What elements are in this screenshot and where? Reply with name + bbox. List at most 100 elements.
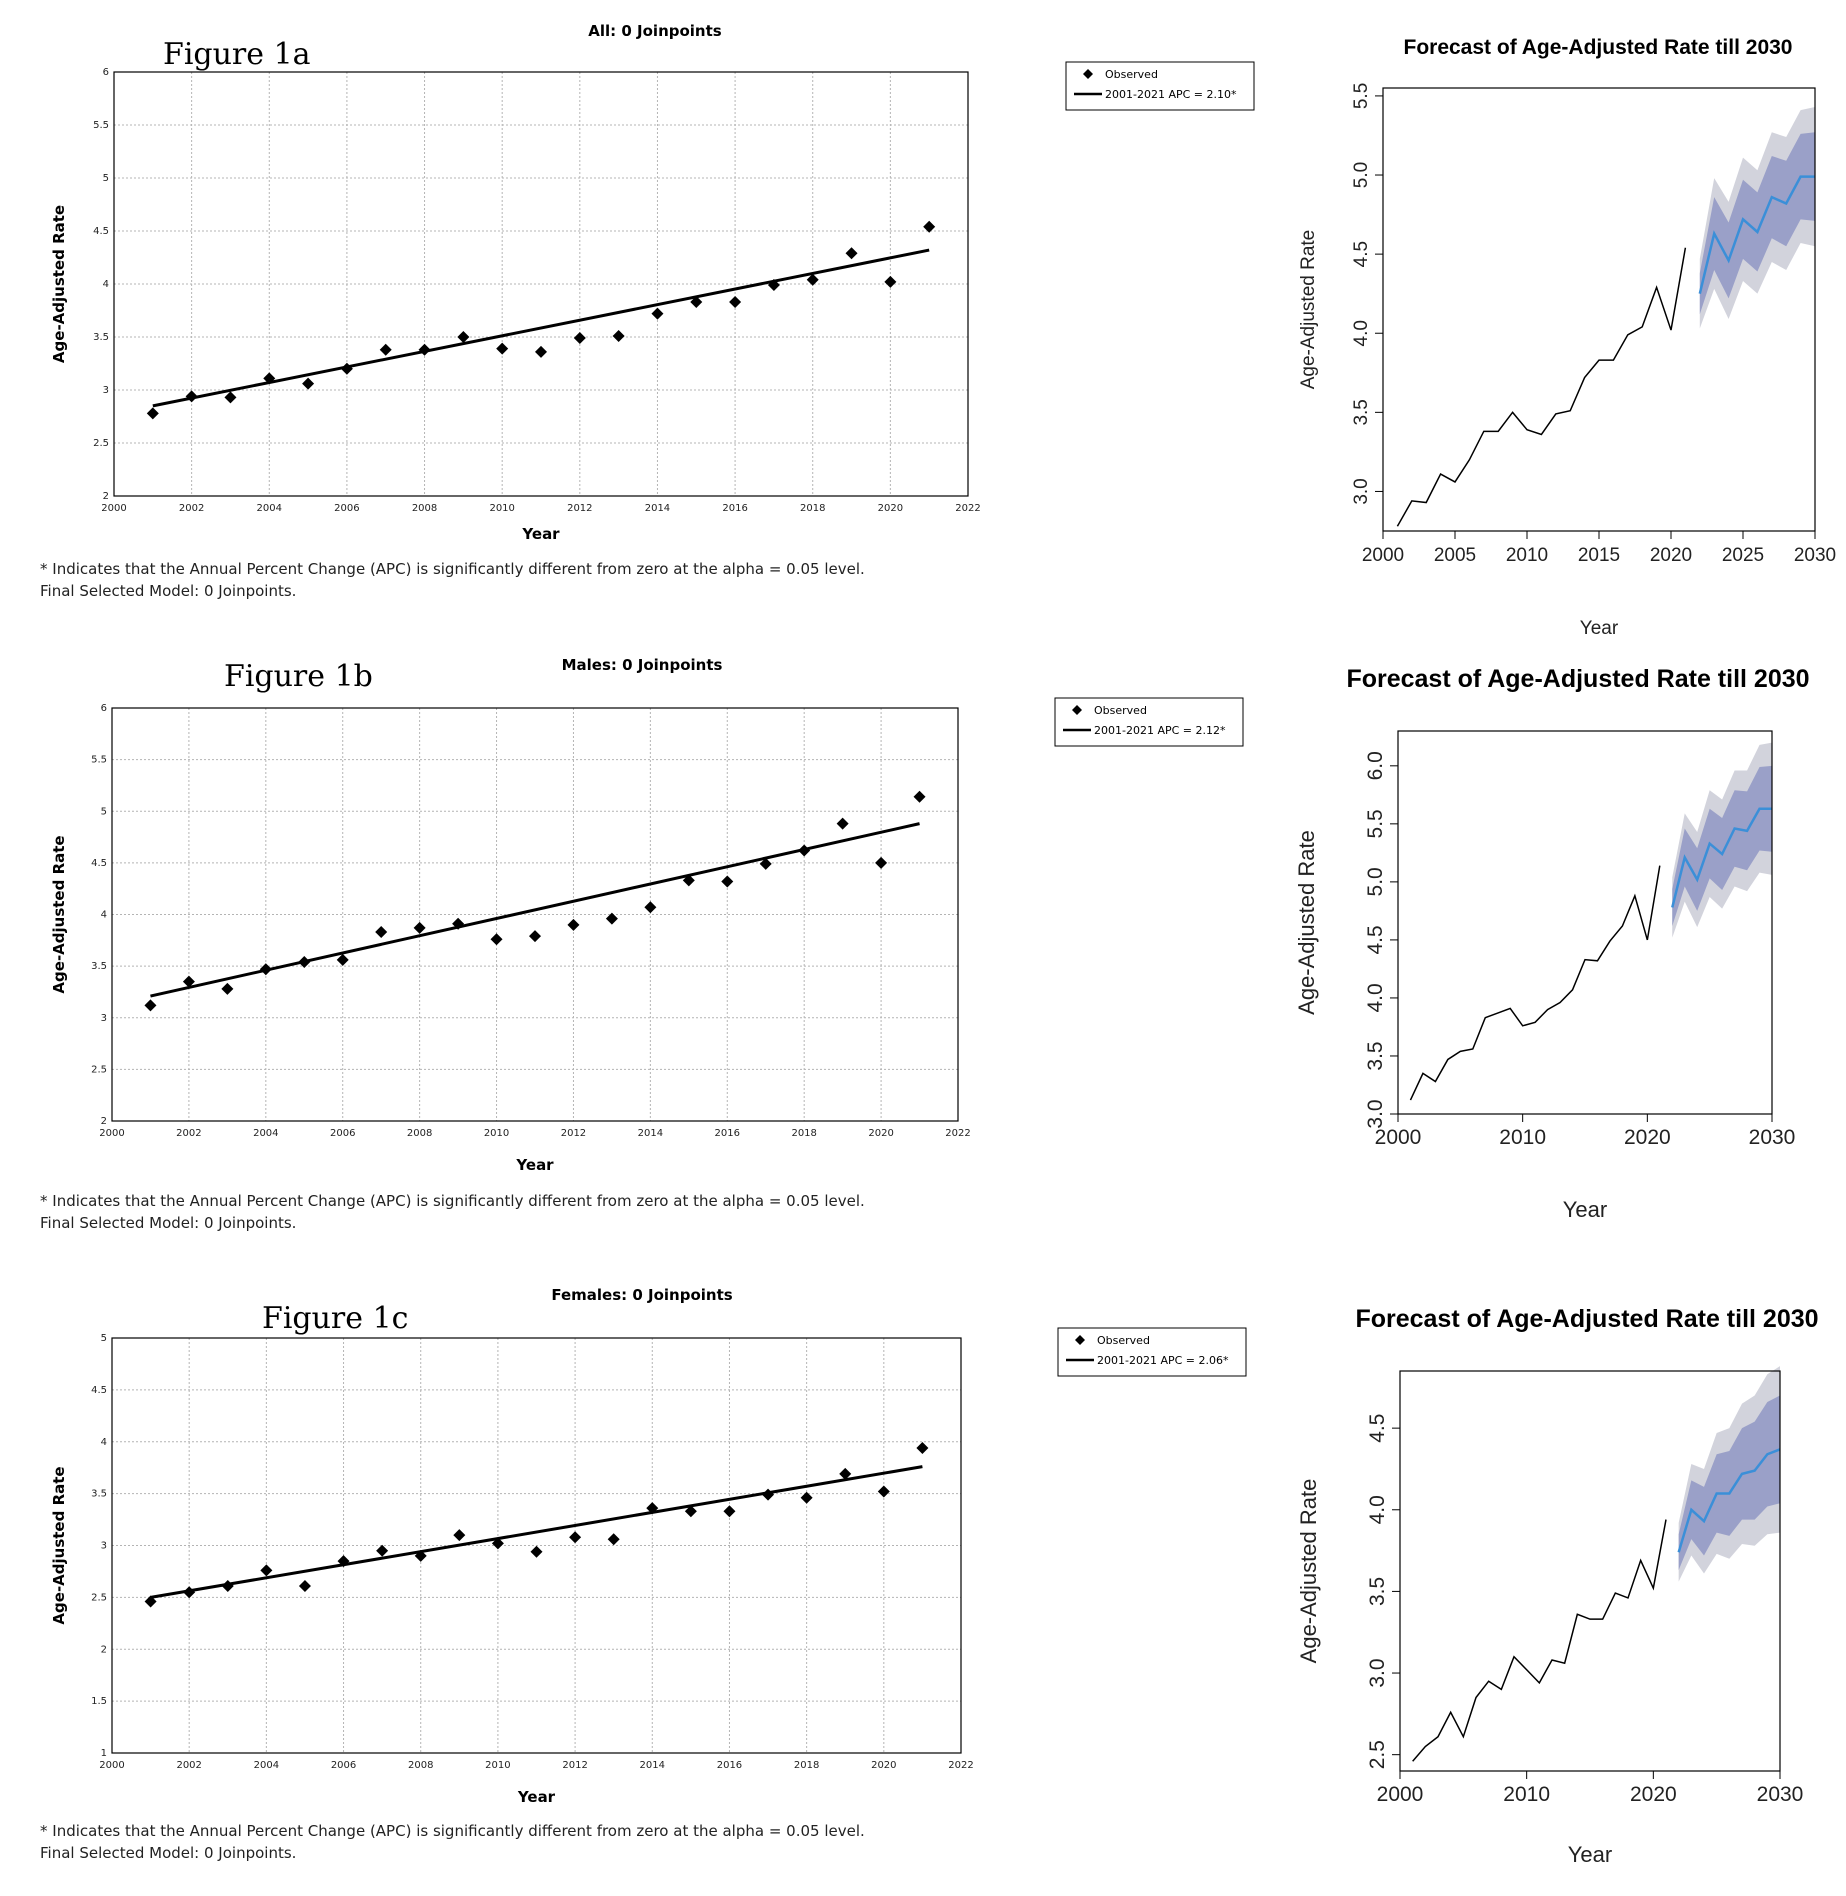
y-tick-label: 4.5 [91, 1385, 107, 1396]
y-tick-label: 3.5 [93, 332, 109, 343]
y-tick-label: 6.0 [1364, 751, 1387, 780]
x-tick-label: 2010 [1506, 545, 1548, 566]
y-tick-label: 4.0 [1366, 1495, 1389, 1524]
x-tick-label: 2002 [176, 1128, 201, 1139]
y-tick-label: 3.0 [1351, 478, 1372, 504]
y-axis-label: Age-Adjusted Rate [1298, 230, 1319, 390]
x-tick-label: 2002 [176, 1760, 201, 1771]
observed-point [836, 817, 849, 830]
legend-observed-marker [1075, 1335, 1085, 1345]
footnote-final-model: Final Selected Model: 0 Joinpoints. [40, 1844, 297, 1862]
plot-frame [111, 1337, 962, 1754]
observed-point [302, 377, 315, 390]
y-tick-label: 2.5 [1366, 1740, 1389, 1769]
observed-point [682, 874, 695, 887]
observed-point [651, 307, 664, 320]
x-tick-label: 2012 [561, 1128, 586, 1139]
x-tick-label: 2022 [948, 1760, 973, 1771]
plot-frame [1397, 730, 1773, 1115]
observed-point [644, 901, 657, 914]
x-tick-label: 2030 [1757, 1783, 1804, 1806]
observed-point [884, 275, 897, 288]
legend-label-observed: Observed [1097, 1334, 1150, 1347]
chart-title: Males: 0 Joinpoints [562, 656, 723, 674]
x-tick-label: 2006 [331, 1760, 356, 1771]
observed-series-line [1409, 865, 1661, 1101]
chart-title: All: 0 Joinpoints [588, 22, 722, 40]
observed-point [259, 963, 272, 976]
y-axis-label: Age-Adjusted Rate [1296, 1479, 1321, 1664]
observed-point [839, 1467, 852, 1480]
y-tick-label: 5 [101, 806, 107, 817]
prediction-band-80 [1699, 132, 1815, 315]
y-axis-label: Age-Adjusted Rate [50, 1466, 68, 1624]
x-tick-label: 2018 [791, 1128, 816, 1139]
observed-point [457, 331, 470, 343]
x-tick-label: 2020 [1630, 1783, 1677, 1806]
y-tick-label: 2.5 [91, 1064, 107, 1075]
observed-point [646, 1502, 659, 1515]
chart-title: Forecast of Age-Adjusted Rate till 2030 [1346, 665, 1809, 693]
observed-point [146, 407, 159, 420]
forecast-chart-forecast-females: Forecast of Age-Adjusted Rate till 2030 2… [1296, 1305, 1819, 1867]
y-tick-label: 4 [103, 279, 109, 290]
prediction-band-80 [1672, 765, 1772, 926]
y-tick-label: 5.0 [1351, 162, 1372, 188]
observed-point [529, 930, 541, 943]
x-tick-label: 2008 [412, 503, 437, 514]
x-tick-label: 2000 [1362, 545, 1404, 566]
observed-point [224, 391, 237, 404]
observed-point [916, 1441, 929, 1454]
observed-point [721, 875, 734, 888]
x-tick-label: 2016 [715, 1128, 740, 1139]
legend-box [1054, 697, 1244, 747]
x-tick-label: 2012 [562, 1760, 587, 1771]
x-tick-label: 2010 [484, 1128, 509, 1139]
footnote-significance: * Indicates that the Annual Percent Chan… [40, 1822, 865, 1840]
forecast-chart-forecast-all: Forecast of Age-Adjusted Rate till 2030 2… [1298, 36, 1836, 639]
observed-point [379, 343, 392, 356]
observed-point [723, 1505, 736, 1518]
observed-point [376, 1544, 389, 1557]
x-tick-label: 2012 [567, 503, 592, 514]
observed-series-line [1396, 247, 1687, 527]
observed-point [340, 362, 353, 375]
y-tick-label: 5.5 [93, 120, 109, 131]
y-tick-label: 6 [103, 67, 109, 78]
x-tick-label: 2008 [408, 1760, 433, 1771]
observed-point [414, 1549, 427, 1562]
observed-point [452, 917, 465, 930]
observed-point [684, 1505, 697, 1518]
forecast-series-line [1698, 175, 1815, 294]
y-tick-label: 3.5 [1366, 1577, 1389, 1606]
x-tick-label: 2014 [638, 1128, 663, 1139]
footnote-block-1c: * Indicates that the Annual Percent Chan… [40, 1820, 865, 1864]
x-tick-label: 2010 [1499, 1126, 1546, 1149]
observed-point [298, 1579, 311, 1592]
y-tick-label: 3.5 [1351, 399, 1372, 425]
y-tick-label: 4.5 [1366, 1414, 1389, 1443]
observed-point [913, 790, 926, 803]
observed-point [144, 999, 157, 1012]
x-axis-label: Year [1568, 1842, 1612, 1867]
x-tick-label: 2018 [800, 503, 825, 514]
observed-point [185, 390, 198, 403]
legend-box [1057, 1327, 1247, 1377]
observed-series-line [1412, 1519, 1667, 1762]
prediction-band-80 [1678, 1395, 1780, 1571]
y-tick-label: 5 [101, 1333, 107, 1344]
legend-label-apc: 2001-2021 APC = 2.06* [1097, 1354, 1229, 1367]
x-tick-label: 2002 [179, 503, 204, 514]
footnote-block-1b: * Indicates that the Annual Percent Chan… [40, 1190, 865, 1234]
plot-frame [113, 71, 969, 497]
y-axis-label: Age-Adjusted Rate [1294, 830, 1319, 1015]
y-tick-label: 2.5 [93, 438, 109, 449]
y-tick-label: 4.5 [1364, 925, 1387, 954]
x-tick-label: 2016 [717, 1760, 742, 1771]
x-tick-label: 2006 [330, 1128, 355, 1139]
observed-point [845, 247, 858, 260]
observed-point [535, 345, 547, 358]
observed-point [490, 933, 503, 946]
apc-fit-line [152, 248, 930, 408]
